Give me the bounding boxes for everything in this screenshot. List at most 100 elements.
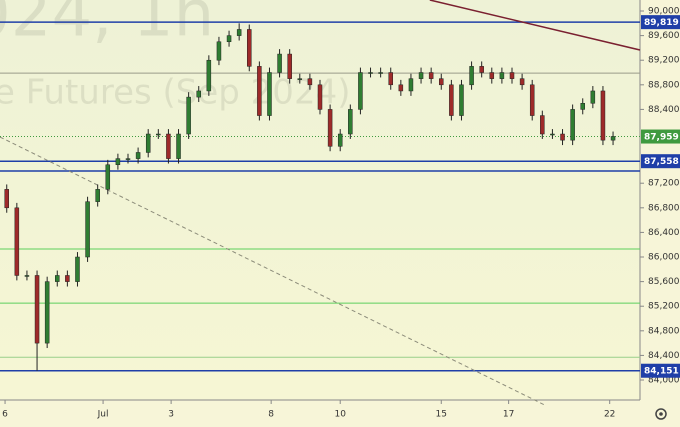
candle-body	[55, 275, 60, 282]
x-tick-label: 6	[2, 410, 8, 420]
x-tick-label: 17	[503, 410, 514, 420]
y-tick-label: 86,400	[648, 228, 680, 238]
candle-body	[479, 66, 484, 73]
candle-body	[570, 109, 575, 141]
price-tag-label: 87,558	[644, 157, 679, 167]
candle-body	[287, 53, 292, 79]
watermark: 024, 1h	[0, 0, 214, 52]
candle-body	[34, 275, 40, 344]
candle-body	[428, 72, 434, 79]
candle-body	[358, 72, 363, 110]
price-tag-label: 89,819	[644, 18, 679, 28]
candle-body	[550, 133, 555, 136]
y-tick-label: 84,400	[648, 351, 680, 361]
x-tick-label: 8	[268, 410, 274, 420]
candle-body	[327, 109, 333, 147]
candle-body	[145, 133, 151, 153]
price-tag	[641, 363, 680, 378]
candle-body	[519, 78, 525, 86]
settings-icon[interactable]	[655, 408, 667, 420]
candle-body	[176, 133, 181, 159]
watermark: e Futures (Sep 2024)	[0, 73, 350, 113]
candle-body	[388, 72, 393, 86]
candle-body	[348, 109, 353, 135]
candle-body	[236, 29, 242, 36]
candle-body	[489, 72, 495, 79]
x-axis-area	[0, 400, 640, 427]
x-tick-label: 10	[334, 410, 346, 420]
candle-body	[44, 281, 50, 344]
candle-body	[610, 136, 616, 141]
y-tick-label: 84,000	[648, 376, 680, 386]
x-tick-label: 22	[604, 410, 615, 420]
plot-background	[0, 0, 640, 400]
candle-body	[600, 90, 606, 141]
candle-body	[277, 53, 282, 73]
candle-body	[125, 158, 131, 160]
candle-body	[267, 72, 272, 116]
price-tag	[641, 129, 680, 144]
candle-body	[509, 72, 515, 79]
candle-body	[449, 84, 454, 116]
candle-body	[540, 115, 545, 135]
y-tick-label: 89,600	[648, 31, 680, 41]
price-tag	[641, 15, 680, 30]
candle-body	[560, 133, 565, 141]
candle-body	[24, 275, 30, 277]
trend-line	[429, 0, 641, 51]
candle-body	[156, 133, 161, 136]
candle-body	[186, 96, 191, 135]
candle-body	[297, 78, 303, 80]
candle-body	[580, 103, 585, 110]
candle-body	[4, 189, 9, 209]
candle-body	[469, 66, 474, 86]
candle-body	[337, 133, 343, 147]
candle-body	[368, 72, 373, 74]
price-tag	[641, 154, 680, 169]
candle-body	[408, 78, 414, 92]
y-tick-label: 88,400	[648, 105, 680, 115]
candle-body	[135, 152, 141, 159]
settings-icon-gear[interactable]	[655, 408, 667, 420]
y-tick-label: 85,600	[648, 277, 680, 287]
candle-body	[590, 90, 596, 104]
x-tick-label: 15	[436, 410, 447, 420]
candle-body	[65, 275, 70, 282]
candle-body	[317, 84, 323, 110]
y-tick-label: 87,200	[648, 179, 680, 189]
candle-body	[196, 90, 201, 98]
candle-body	[115, 158, 121, 166]
candle-body	[75, 256, 80, 282]
y-tick-label: 90,000	[648, 7, 680, 17]
candle-body	[398, 84, 404, 92]
candle-body	[85, 201, 90, 258]
candle-body	[418, 72, 424, 79]
candle-body	[216, 41, 222, 61]
price-tag-label: 87,959	[644, 133, 679, 143]
y-tick-label: 85,200	[648, 302, 680, 312]
candle-body	[307, 78, 313, 86]
candle-body	[166, 133, 171, 159]
candle-body	[247, 29, 252, 67]
x-tick-label: Jul	[97, 410, 109, 420]
y-tick-label: 89,200	[648, 56, 680, 66]
settings-icon-center[interactable]	[659, 412, 663, 416]
y-tick-label: 84,800	[648, 326, 680, 336]
candle-body	[459, 84, 464, 116]
candle-body	[105, 164, 111, 190]
y-tick-label: 86,800	[648, 203, 680, 213]
price-tag-label: 84,151	[644, 367, 679, 377]
x-tick-label: 3	[168, 410, 174, 420]
candle-body	[499, 72, 505, 79]
candle-body	[95, 189, 100, 202]
candle-body	[439, 78, 444, 86]
candle-body	[529, 84, 535, 116]
candle-body	[206, 59, 212, 92]
y-tick-label: 86,000	[648, 253, 680, 263]
y-tick-label: 88,800	[648, 80, 680, 90]
candle-body	[378, 72, 383, 74]
candle-body	[257, 66, 262, 116]
trend-line	[0, 136, 545, 406]
y-axis-area	[640, 0, 680, 427]
